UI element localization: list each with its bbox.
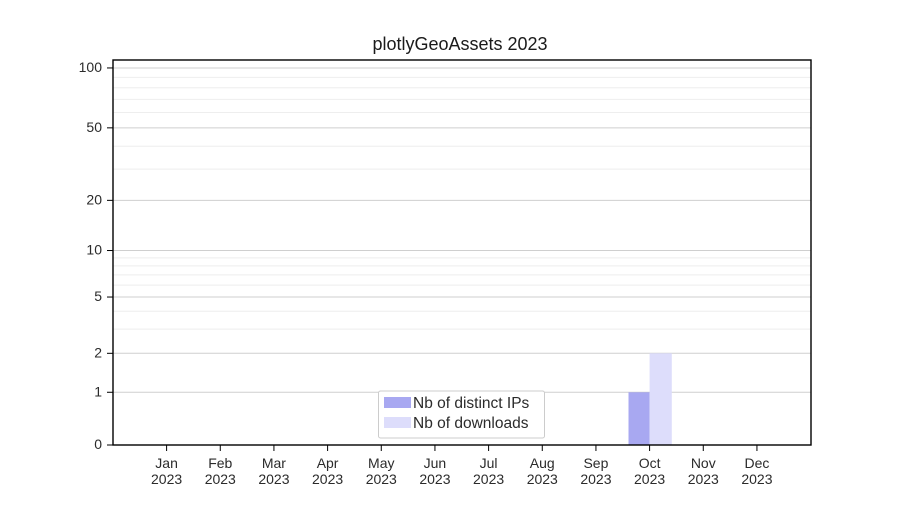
svg-text:1: 1 bbox=[94, 383, 102, 399]
svg-text:2023: 2023 bbox=[312, 471, 343, 487]
svg-text:2023: 2023 bbox=[527, 471, 558, 487]
svg-text:Aug: Aug bbox=[530, 455, 555, 471]
svg-text:2023: 2023 bbox=[580, 471, 611, 487]
svg-text:2023: 2023 bbox=[688, 471, 719, 487]
svg-text:20: 20 bbox=[86, 191, 102, 207]
svg-text:2023: 2023 bbox=[366, 471, 397, 487]
svg-text:Feb: Feb bbox=[208, 455, 232, 471]
svg-text:plotlyGeoAssets 2023: plotlyGeoAssets 2023 bbox=[372, 34, 547, 54]
svg-text:May: May bbox=[368, 455, 394, 471]
svg-text:Dec: Dec bbox=[744, 455, 769, 471]
svg-text:10: 10 bbox=[86, 242, 102, 258]
svg-text:2023: 2023 bbox=[258, 471, 289, 487]
svg-text:Mar: Mar bbox=[262, 455, 286, 471]
svg-text:2023: 2023 bbox=[419, 471, 450, 487]
svg-text:0: 0 bbox=[94, 436, 102, 452]
svg-text:Apr: Apr bbox=[317, 455, 339, 471]
svg-text:Nb of downloads: Nb of downloads bbox=[413, 415, 529, 432]
svg-text:Jun: Jun bbox=[424, 455, 447, 471]
svg-text:Jan: Jan bbox=[155, 455, 178, 471]
svg-text:Jul: Jul bbox=[480, 455, 498, 471]
svg-text:2023: 2023 bbox=[151, 471, 182, 487]
svg-text:100: 100 bbox=[79, 59, 103, 75]
svg-text:2: 2 bbox=[94, 344, 102, 360]
svg-text:5: 5 bbox=[94, 288, 102, 304]
svg-text:Oct: Oct bbox=[639, 455, 661, 471]
svg-text:Sep: Sep bbox=[583, 455, 608, 471]
svg-text:2023: 2023 bbox=[473, 471, 504, 487]
svg-text:2023: 2023 bbox=[634, 471, 665, 487]
svg-text:50: 50 bbox=[86, 119, 102, 135]
svg-text:Nov: Nov bbox=[691, 455, 716, 471]
svg-text:Nb of distinct IPs: Nb of distinct IPs bbox=[413, 395, 530, 412]
svg-text:2023: 2023 bbox=[205, 471, 236, 487]
svg-text:2023: 2023 bbox=[741, 471, 772, 487]
